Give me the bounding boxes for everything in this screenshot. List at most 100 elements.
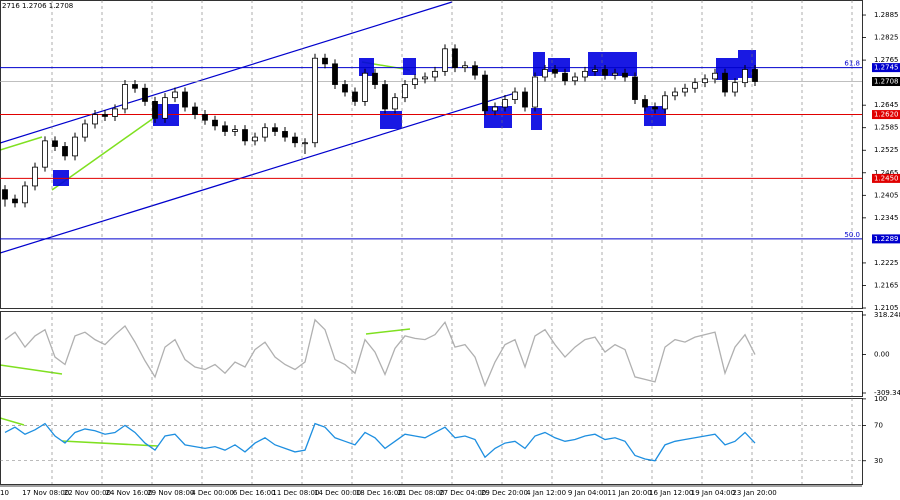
y-tick-label: 1.2645: [874, 101, 899, 109]
drawings: [0, 1, 513, 447]
candle-body: [652, 106, 658, 110]
channel-upper: [0, 1, 453, 144]
y-tick-label: 1.2105: [874, 304, 899, 312]
x-tick-label: 16 Jan 12:00: [649, 489, 693, 497]
divergence-line: [0, 136, 43, 151]
candle-body: [672, 91, 678, 97]
x-tick-label: 29 Dec 20:00: [481, 489, 528, 497]
y-tick-label: -309.347: [874, 389, 900, 397]
candle-body: [622, 72, 628, 78]
candle-body: [592, 69, 598, 72]
candle-body: [162, 97, 168, 119]
candle-body: [72, 136, 78, 157]
candle-body: [212, 119, 218, 127]
candle-body: [182, 91, 188, 108]
signal-box: [380, 111, 402, 129]
candle-body: [462, 65, 468, 69]
x-tick-label: 11 Jan 20:00: [607, 489, 651, 497]
level-tag: [872, 63, 900, 73]
candle-body: [552, 69, 558, 74]
candle-body: [352, 91, 358, 102]
signal-box: [716, 58, 738, 80]
candle-body: [642, 99, 648, 108]
candle-body: [562, 72, 568, 82]
x-tick-label: 9 Jan 04:00: [568, 489, 608, 497]
candle-body: [372, 72, 378, 85]
candle-body: [92, 114, 98, 125]
candle-body: [572, 76, 578, 82]
divergence-line: [365, 328, 411, 335]
y-tick-label: 318.248: [874, 311, 900, 319]
candle-body: [662, 95, 668, 110]
candle-body: [632, 76, 638, 100]
candle-body: [522, 91, 528, 108]
candle-body: [172, 91, 178, 99]
level-name: 61.8: [844, 60, 860, 68]
signal-box: [359, 58, 374, 76]
x-tick-label: 23 Jan 20:00: [732, 489, 776, 497]
y-tick-label: 100: [874, 395, 887, 403]
candle-body: [22, 185, 28, 204]
candle-body: [472, 65, 478, 76]
y-tick-label: 1.2825: [874, 34, 899, 42]
candle-body: [532, 76, 538, 108]
candle-body: [292, 136, 298, 144]
candle-body: [132, 84, 138, 89]
y-tick-label: 1.2225: [874, 259, 899, 267]
signal-box: [588, 52, 637, 76]
signal-box: [644, 106, 666, 126]
level-tag: [872, 173, 900, 183]
candle-body: [382, 84, 388, 110]
candle-body: [142, 87, 148, 102]
y-tick-label: 1.2165: [874, 281, 899, 289]
candle-body: [432, 70, 438, 78]
candle-body: [262, 127, 268, 138]
panel-frame: [0, 0, 863, 309]
level-label: 1.2745: [874, 64, 899, 72]
last-price-label: 1.2708: [874, 78, 899, 86]
channel-lower: [0, 93, 513, 254]
x-tick-label: 24 Nov 16:00: [105, 489, 152, 497]
x-tick-label: 21 Dec 08:00: [397, 489, 444, 497]
candle-body: [222, 125, 228, 132]
x-tick-label: 19 Jan 04:00: [691, 489, 735, 497]
indicator-line: [4, 318, 756, 388]
candle-body: [512, 91, 518, 100]
y-tick-label: 1.2525: [874, 146, 899, 154]
level-tag: [872, 110, 900, 120]
divergence-line: [0, 364, 63, 375]
candle-body: [742, 69, 748, 84]
candle-body: [732, 82, 738, 93]
candle-body: [2, 189, 8, 200]
candle-body: [152, 101, 158, 119]
candle-body: [692, 82, 698, 89]
x-tick-label: 4 Jan 12:00: [526, 489, 566, 497]
divergence-line: [61, 440, 159, 447]
level-name: 50.0: [844, 231, 860, 239]
signal-box: [403, 58, 416, 75]
indicator-line: [4, 422, 756, 462]
candle-body: [722, 72, 728, 93]
level-label: 1.2289: [874, 235, 899, 243]
candle-body: [322, 57, 328, 65]
candle-body: [112, 108, 118, 117]
candle-body: [452, 48, 458, 69]
candle-body: [272, 127, 278, 132]
x-tick-label: 6 Dec 16:00: [233, 489, 276, 497]
candle-body: [492, 106, 498, 112]
candle-body: [332, 63, 338, 85]
y-tick-label: 0.00: [874, 351, 890, 359]
candle-body: [412, 78, 418, 85]
candle-body: [202, 114, 208, 121]
x-tick-label: 18 Dec 16:00: [356, 489, 403, 497]
candle-body: [62, 146, 68, 157]
candle-body: [422, 76, 428, 80]
y-tick-label: 1.2405: [874, 191, 899, 199]
x-tick-label: 10: [0, 489, 9, 497]
x-tick-label: 29 Nov 08:00: [147, 489, 194, 497]
candle-body: [242, 129, 248, 142]
candle-body: [712, 72, 718, 80]
x-tick-label: 22 Nov 00:00: [64, 489, 111, 497]
candle-body: [102, 114, 108, 117]
